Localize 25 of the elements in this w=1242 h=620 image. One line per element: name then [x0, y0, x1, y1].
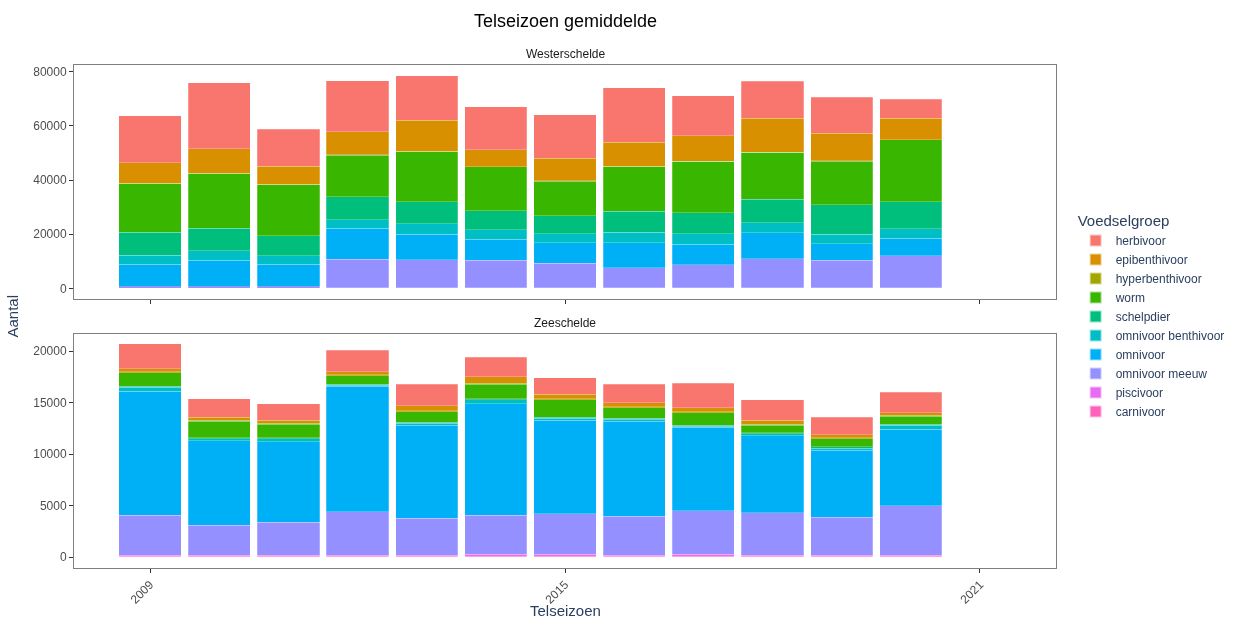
- legend-label: omnivoor meeuw: [1115, 367, 1208, 382]
- y-tick-label: 0: [59, 550, 67, 565]
- y-tick-label: 80000: [33, 64, 67, 79]
- legend-title: Voedselgroep: [1077, 212, 1170, 229]
- legend-label: hyperbenthivoor: [1115, 272, 1202, 287]
- y-tick-label: 5000: [39, 498, 67, 513]
- legend-label: omnivoor: [1115, 348, 1165, 363]
- y-tick-label: 15000: [33, 395, 67, 410]
- y-tick-label: 0: [59, 281, 67, 296]
- y-tick-label: 40000: [33, 173, 67, 188]
- y-tick-label: 20000: [33, 227, 67, 242]
- chart-title: Telseizoen gemiddelde: [474, 11, 658, 31]
- y-tick-label: 10000: [33, 447, 67, 462]
- legend-label: piscivoor: [1115, 386, 1163, 401]
- legend-label: schelpdier: [1115, 310, 1171, 325]
- y-tick-label: 60000: [33, 119, 67, 134]
- legend-label: carnivoor: [1115, 405, 1165, 420]
- legend-label: omnivoor benthivoor: [1115, 329, 1225, 344]
- legend-label: epibenthivoor: [1115, 253, 1188, 268]
- legend-label: herbivoor: [1115, 234, 1166, 249]
- chart-title: Zeeschelde: [534, 316, 597, 330]
- y-tick-label: 20000: [33, 344, 67, 359]
- y-axis-title: Aantal: [3, 294, 21, 338]
- chart-subtitle: Westerschelde: [526, 47, 606, 61]
- legend-label: worm: [1114, 291, 1145, 306]
